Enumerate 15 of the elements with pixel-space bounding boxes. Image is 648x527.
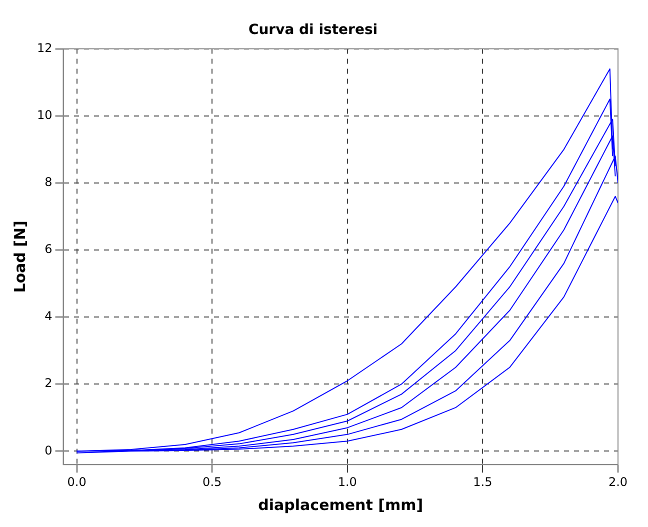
y-tick-label: 2	[44, 376, 52, 390]
y-tick-label: 0	[44, 443, 52, 458]
y-axis-title: Load [N]	[10, 220, 29, 293]
x-tick-label: 2.0	[608, 474, 628, 489]
x-axis-title: diaplacement [mm]	[258, 496, 424, 514]
chart-title: Curva di isteresi	[248, 22, 378, 38]
x-tick-label: 0.5	[202, 474, 222, 489]
x-tick-label: 1.0	[338, 474, 357, 489]
x-tick-label: 0.0	[67, 474, 86, 489]
y-tick-label: 4	[44, 309, 52, 324]
y-tick-label: 10	[36, 108, 52, 122]
y-tick-label: 8	[44, 175, 52, 190]
x-tick-label: 1.5	[473, 474, 492, 489]
y-tick-label: 6	[44, 242, 52, 256]
y-tick-label: 12	[36, 40, 52, 55]
